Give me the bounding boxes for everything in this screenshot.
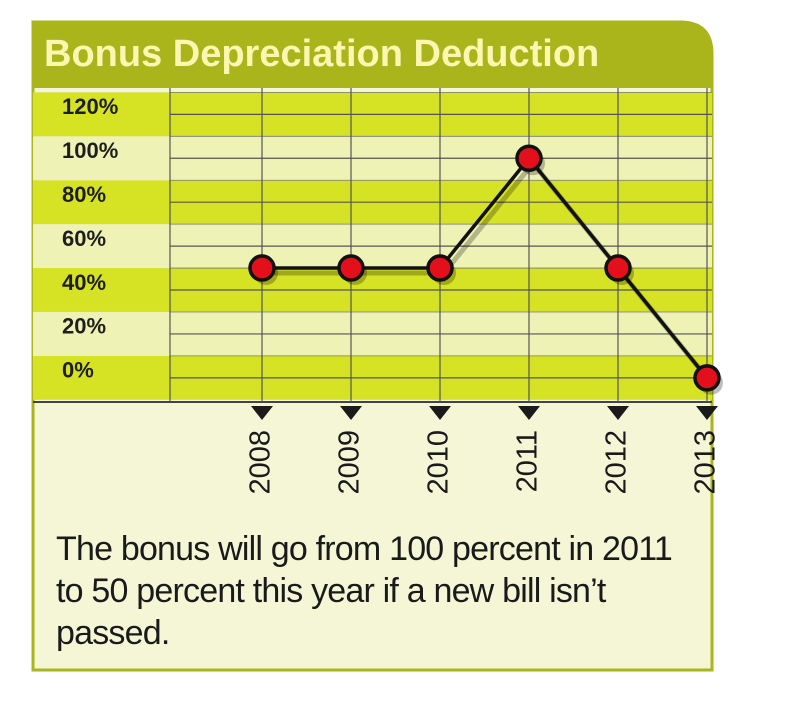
title-band [33,22,712,88]
x-tick-label: 2012 [601,430,633,495]
tick-triangle [518,406,540,420]
chart-title: Bonus Depreciation Deduction [44,33,599,75]
x-tick-label: 2011 [512,430,544,492]
tick-triangle [340,406,362,420]
x-tick-label: 2013 [690,430,722,495]
tick-triangle [429,406,451,420]
x-tick-label: 2009 [334,430,366,495]
data-line [262,155,709,379]
plot-area: 0% 20% 40% 60% 80% 100% 120% 2008 2009 2010 2011 20… [33,88,723,495]
note: The bonus will go from 100 percent in 20… [56,530,673,652]
y-tick-label: 120% [62,94,118,119]
data-point [604,254,632,282]
y-tick-label: 60% [62,226,106,251]
y-tick-label: 100% [62,138,118,163]
tick-triangle [696,406,718,420]
y-tick-label: 80% [62,182,106,207]
tick-triangle [251,406,273,420]
data-point [426,254,454,282]
x-tick-label: 2010 [423,430,455,495]
x-tick-label: 2008 [245,430,277,495]
data-point [693,364,721,392]
y-tick-label: 40% [62,270,106,295]
data-point [337,254,365,282]
tick-triangle [607,406,629,420]
y-tick-label: 20% [62,314,106,339]
data-point [515,144,543,173]
y-tick-label: 0% [62,358,94,383]
data-point [248,254,276,282]
